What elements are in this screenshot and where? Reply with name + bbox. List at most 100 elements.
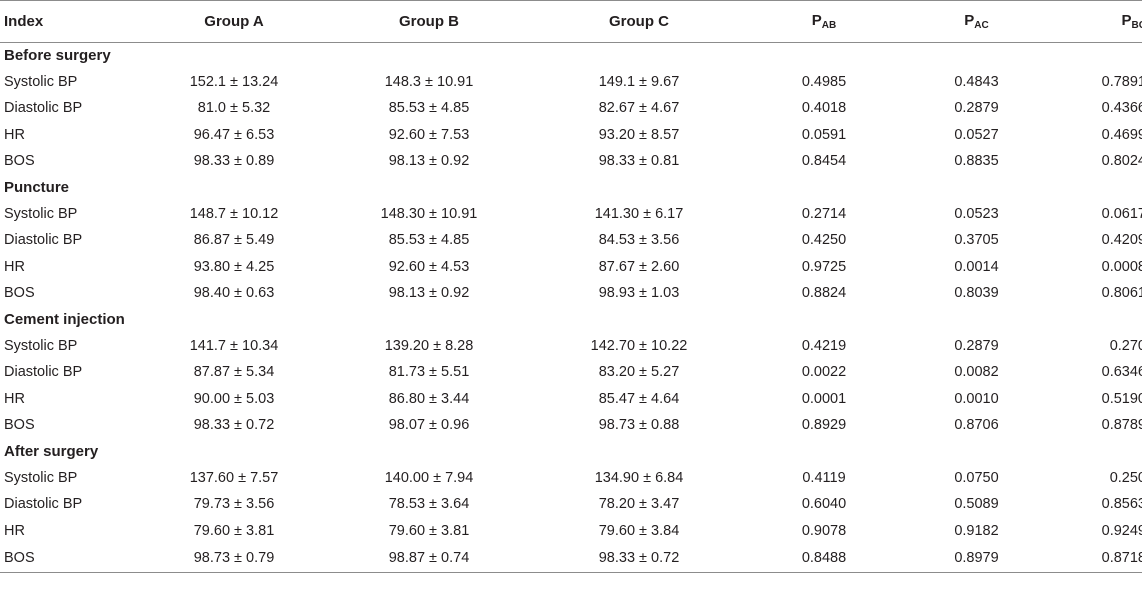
- cell-p-ac: 0.8039: [954, 285, 999, 302]
- cell-p-ab: 0.8929: [801, 417, 847, 434]
- table-row: Systolic BP 137.60 ± 7.57 140.00 ± 7.94 134…: [0, 465, 1142, 491]
- cell-group-b: 148.3 ± 10.91: [384, 74, 474, 91]
- table-row: HR 96.47 ± 6.53 92.60 ± 7.53 93.20 ± 8.57 0.…: [0, 122, 1142, 148]
- section-title: After surgery: [4, 443, 99, 461]
- comparison-table: Index Group A Group B Group C PAB PAC PB…: [0, 0, 1142, 573]
- table-row: BOS 98.33 ± 0.89 98.13 ± 0.92 98.33 ± 0.81 0…: [0, 148, 1142, 174]
- cell-group-c: 149.1 ± 9.67: [598, 74, 680, 91]
- cell-index: BOS: [0, 543, 144, 573]
- cell-group-b: 140.00 ± 7.94: [384, 469, 474, 486]
- table-row: BOS 98.33 ± 0.72 98.07 ± 0.96 98.73 ± 0.88 0…: [0, 412, 1142, 438]
- cell-group-b: 85.53 ± 4.85: [388, 100, 470, 117]
- cell-p-bc: 0.8563: [1101, 496, 1142, 513]
- section-row: Puncture: [0, 174, 1142, 200]
- cell-p-bc: 0.4699: [1101, 126, 1142, 143]
- cell-group-c: 87.67 ± 2.60: [598, 258, 680, 275]
- cell-p-ac: 0.2879: [954, 337, 999, 354]
- cell-group-b: 92.60 ± 7.53: [388, 126, 470, 143]
- cell-p-ab: 0.4219: [801, 337, 847, 354]
- cell-group-b: 98.87 ± 0.74: [324, 543, 534, 573]
- cell-p-bc: 0.6346: [1101, 364, 1142, 381]
- cell-group-a: 96.47 ± 6.53: [193, 126, 275, 143]
- header-p-ab-sub: AB: [821, 20, 837, 31]
- cell-index: Diastolic BP: [4, 364, 83, 381]
- cell-p-bc: 0.8061: [1101, 285, 1142, 302]
- cell-index: HR: [4, 522, 25, 539]
- cell-group-a: 137.60 ± 7.57: [189, 469, 279, 486]
- cell-group-b: 81.73 ± 5.51: [388, 364, 470, 381]
- cell-index: HR: [4, 258, 25, 275]
- cell-p-ab: 0.0591: [801, 126, 847, 143]
- section-title: Puncture: [4, 179, 70, 197]
- cell-group-a: 98.73 ± 0.79: [144, 543, 324, 573]
- table-row: Diastolic BP 86.87 ± 5.49 85.53 ± 4.85 84.5…: [0, 227, 1142, 253]
- cell-group-b: 92.60 ± 4.53: [388, 258, 470, 275]
- cell-group-c: 98.33 ± 0.72: [534, 543, 744, 573]
- cell-index: Systolic BP: [4, 206, 78, 223]
- cell-p-bc: 0.4209: [1101, 232, 1142, 249]
- cell-group-a: 86.87 ± 5.49: [193, 232, 275, 249]
- header-p-ab: PAB: [744, 0, 904, 43]
- header-p-ac: PAC: [904, 0, 1049, 43]
- cell-index: Diastolic BP: [4, 496, 83, 513]
- cell-p-bc: 0.270: [1109, 337, 1142, 354]
- cell-index: HR: [4, 126, 25, 143]
- cell-group-c: 98.33 ± 0.81: [598, 153, 680, 170]
- table-row: BOS 98.73 ± 0.79 98.87 ± 0.74 98.33 ± 0.72 0…: [0, 543, 1142, 573]
- cell-p-ab: 0.8488: [744, 543, 904, 573]
- cell-group-a: 98.33 ± 0.72: [193, 417, 275, 434]
- cell-p-bc: 0.250: [1109, 469, 1142, 486]
- cell-index: BOS: [4, 285, 35, 302]
- cell-p-bc: 0.9249: [1101, 522, 1142, 539]
- cell-p-bc: 0.8024: [1101, 153, 1142, 170]
- header-p-bc-sub: BC: [1131, 20, 1142, 31]
- cell-p-bc: 0.0617: [1101, 206, 1142, 223]
- header-p-bc-main: P: [1121, 12, 1132, 29]
- cell-group-c: 83.20 ± 5.27: [598, 364, 680, 381]
- cell-p-ac: 0.3705: [954, 232, 999, 249]
- cell-p-ab: 0.6040: [801, 496, 847, 513]
- cell-p-ac: 0.0523: [954, 206, 999, 223]
- header-p-bc: PBC: [1049, 0, 1142, 43]
- cell-group-c: 134.90 ± 6.84: [594, 469, 684, 486]
- cell-p-ab: 0.0001: [801, 390, 847, 407]
- cell-p-ab: 0.0022: [801, 364, 847, 381]
- cell-group-c: 78.20 ± 3.47: [598, 496, 680, 513]
- cell-group-c: 98.73 ± 0.88: [598, 417, 680, 434]
- cell-group-a: 79.73 ± 3.56: [193, 496, 275, 513]
- cell-group-c: 84.53 ± 3.56: [598, 232, 680, 249]
- cell-group-b: 86.80 ± 3.44: [388, 390, 470, 407]
- cell-p-ab: 0.4018: [801, 100, 847, 117]
- cell-index: Diastolic BP: [4, 232, 83, 249]
- cell-group-a: 93.80 ± 4.25: [193, 258, 275, 275]
- cell-group-c: 82.67 ± 4.67: [598, 100, 680, 117]
- cell-p-ab: 0.4119: [802, 469, 846, 486]
- cell-p-ac: 0.9182: [954, 522, 999, 539]
- header-p-ac-main: P: [964, 12, 975, 29]
- cell-p-ab: 0.4985: [801, 74, 847, 91]
- table-header: Index Group A Group B Group C PAB PAC PB…: [0, 0, 1142, 43]
- cell-p-ac: 0.0014: [954, 258, 999, 275]
- cell-p-ab: 0.4250: [801, 232, 847, 249]
- cell-group-a: 79.60 ± 3.81: [193, 522, 275, 539]
- cell-group-b: 139.20 ± 8.28: [384, 337, 474, 354]
- cell-group-c: 141.30 ± 6.17: [594, 206, 684, 223]
- cell-index: Diastolic BP: [4, 100, 83, 117]
- header-group-c: Group C: [534, 0, 744, 43]
- cell-p-ac: 0.8706: [954, 417, 999, 434]
- header-row: Index Group A Group B Group C PAB PAC PB…: [0, 0, 1142, 43]
- cell-group-a: 87.87 ± 5.34: [193, 364, 275, 381]
- cell-p-bc: 0.0008: [1101, 258, 1142, 275]
- cell-p-ac: 0.4843: [954, 74, 999, 91]
- cell-p-ab: 0.9078: [801, 522, 847, 539]
- section-title: Before surgery: [4, 47, 111, 65]
- cell-p-ac: 0.0082: [954, 364, 999, 381]
- header-group-a: Group A: [144, 0, 324, 43]
- cell-group-b: 98.13 ± 0.92: [388, 285, 470, 302]
- cell-p-ac: 0.8979: [904, 543, 1049, 573]
- cell-index: HR: [4, 390, 25, 407]
- cell-group-b: 85.53 ± 4.85: [388, 232, 470, 249]
- cell-p-ac: 0.0527: [954, 126, 999, 143]
- table-row: HR 90.00 ± 5.03 86.80 ± 3.44 85.47 ± 4.64 0.…: [0, 386, 1142, 412]
- cell-index: BOS: [4, 417, 35, 434]
